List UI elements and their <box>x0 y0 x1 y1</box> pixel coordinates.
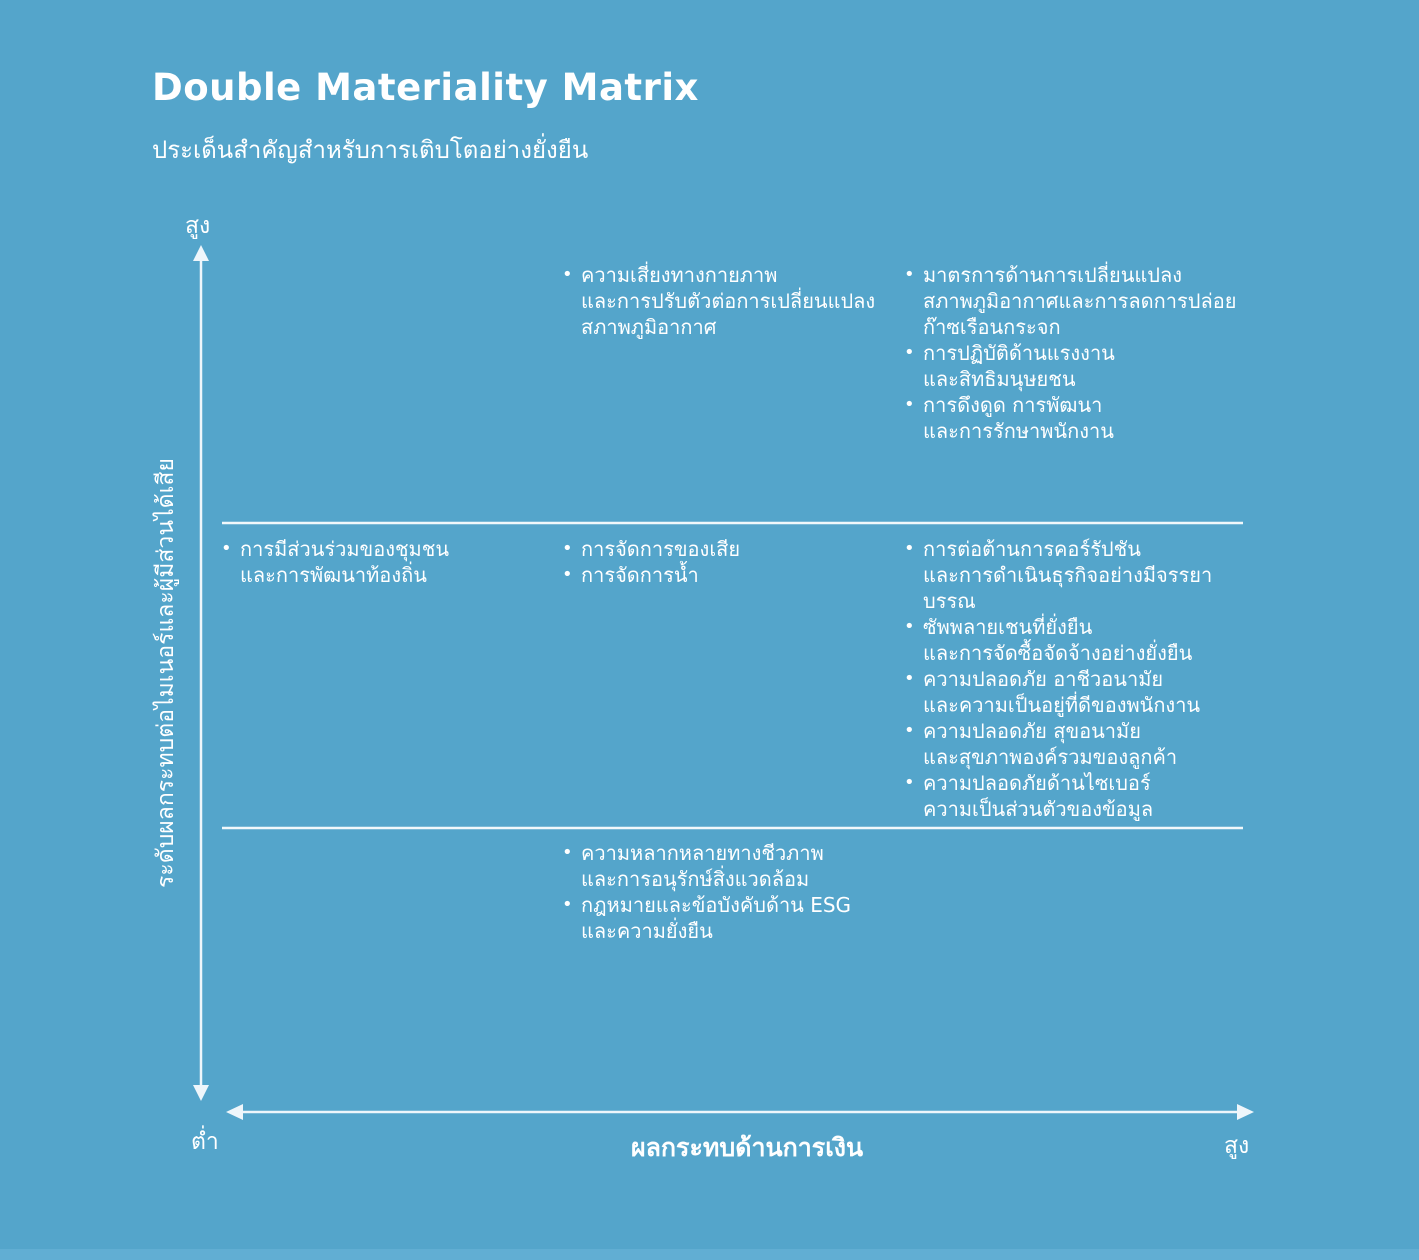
cell-mid-right: การต่อต้านการคอร์รัปชัน และการดำเนินธุรก… <box>903 536 1303 822</box>
matrix-item: ความปลอดภัย อาชีวอนามัย และความเป็นอยู่ท… <box>903 666 1303 718</box>
matrix-item: ความหลากหลายทางชีวภาพ และการอนุรักษ์สิ่ง… <box>561 840 901 892</box>
matrix-item: การดึงดูด การพัฒนา และการรักษาพนักงาน <box>903 392 1303 444</box>
x-axis-arrow-left-icon <box>226 1104 243 1120</box>
y-axis-low-label: ต่ำ <box>191 1129 219 1155</box>
cell-top-right: มาตรการด้านการเปลี่ยนแปลง สภาพภูมิอากาศแ… <box>903 262 1303 444</box>
y-axis-arrow-up-icon <box>193 245 209 261</box>
bottom-edge-strip <box>0 1249 1419 1260</box>
matrix-item: ความปลอดภัยด้านไซเบอร์ ความเป็นส่วนตัวขอ… <box>903 770 1303 822</box>
matrix-item: ซัพพลายเชนที่ยั่งยืน และการจัดซื้อจัดจ้า… <box>903 614 1303 666</box>
y-axis-high-label: สูง <box>185 213 211 239</box>
matrix-item: การมีส่วนร่วมของชุมชน และการพัฒนาท้องถิ่… <box>220 536 555 588</box>
cell-top-center: ความเสี่ยงทางกายภาพ และการปรับตัวต่อการเ… <box>561 262 901 340</box>
x-axis-arrow-right-icon <box>1237 1104 1254 1120</box>
matrix-item: การจัดการน้ำ <box>561 562 901 588</box>
matrix-item: ความปลอดภัย สุขอนามัย และสุขภาพองค์รวมขอ… <box>903 718 1303 770</box>
matrix-item: การปฏิบัติด้านแรงงาน และสิทธิมนุษยชน <box>903 340 1303 392</box>
x-axis-title: ผลกระทบด้านการเงิน <box>630 1133 864 1162</box>
y-axis-title: ระดับผลกระทบต่อไมเนอร์และผู้มีส่วนได้เสี… <box>153 458 179 888</box>
x-axis-high-label: สูง <box>1224 1133 1250 1159</box>
cell-mid-center: การจัดการของเสีย การจัดการน้ำ <box>561 536 901 588</box>
page-subtitle: ประเด็นสำคัญสำหรับการเติบโตอย่างยั่งยืน <box>152 136 589 164</box>
matrix-item: มาตรการด้านการเปลี่ยนแปลง สภาพภูมิอากาศแ… <box>903 262 1303 340</box>
matrix-item: ความเสี่ยงทางกายภาพ และการปรับตัวต่อการเ… <box>561 262 901 340</box>
matrix-item: การจัดการของเสีย <box>561 536 901 562</box>
matrix-item: การต่อต้านการคอร์รัปชัน และการดำเนินธุรก… <box>903 536 1303 614</box>
page-title: Double Materiality Matrix <box>152 66 699 109</box>
cell-mid-left: การมีส่วนร่วมของชุมชน และการพัฒนาท้องถิ่… <box>220 536 555 588</box>
cell-bottom-center: ความหลากหลายทางชีวภาพ และการอนุรักษ์สิ่ง… <box>561 840 901 944</box>
matrix-item: กฎหมายและข้อบังคับด้าน ESG และความยั่งยื… <box>561 892 901 944</box>
y-axis-arrow-down-icon <box>193 1085 209 1101</box>
